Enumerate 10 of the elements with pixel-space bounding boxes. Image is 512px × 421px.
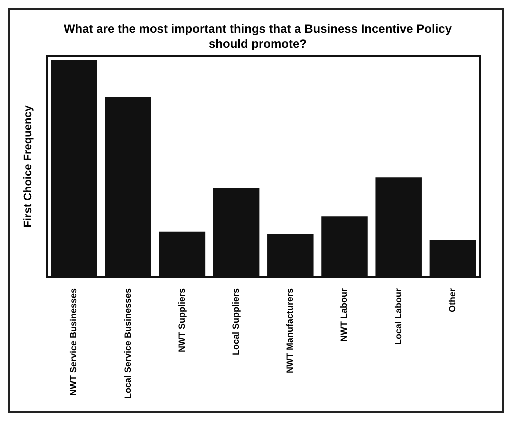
chart-title: What are the most important things that a Business Incentive Policy should promote? xyxy=(62,22,454,52)
x-tick-label: NWT Labour xyxy=(339,288,350,342)
x-tick-label: Other xyxy=(447,288,458,312)
y-axis-title: First Choice Frequency xyxy=(22,104,35,228)
x-tick-label: NWT Suppliers xyxy=(176,288,187,352)
x-tick-label: NWT Service Businesses xyxy=(68,288,79,396)
x-tick-label: Local Labour xyxy=(393,288,404,345)
x-tick-label: Local Suppliers xyxy=(231,288,242,356)
x-tick-label: NWT Manufacturers xyxy=(285,288,296,374)
x-tick-label: Local Service Businesses xyxy=(122,288,133,399)
